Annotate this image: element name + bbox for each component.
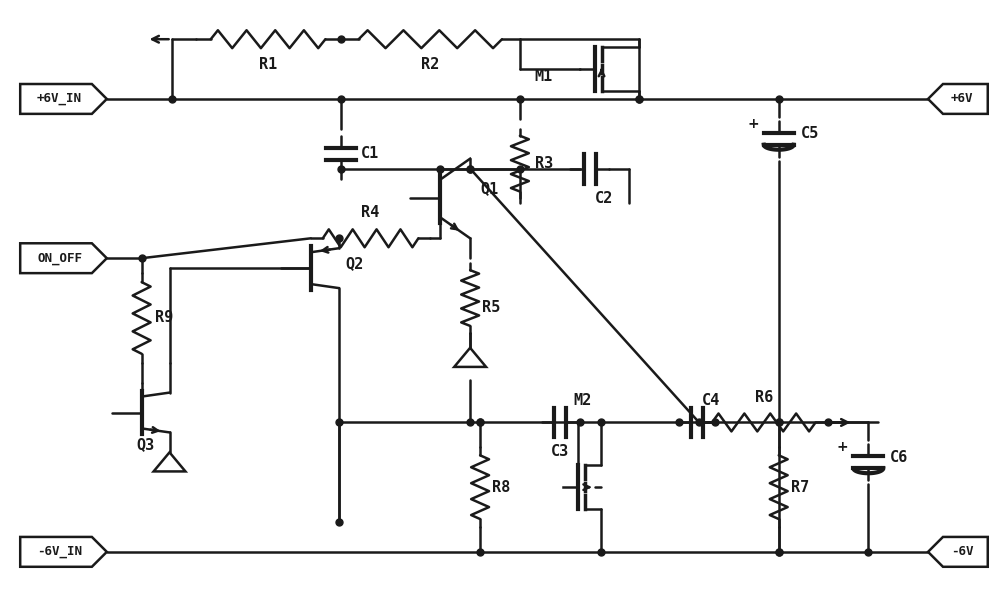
- Text: R4: R4: [361, 206, 380, 220]
- Text: M2: M2: [573, 393, 592, 407]
- Text: R3: R3: [535, 156, 553, 171]
- Text: R1: R1: [259, 57, 277, 72]
- Text: R8: R8: [492, 480, 510, 495]
- Text: R5: R5: [482, 300, 500, 316]
- Text: M1: M1: [535, 69, 553, 84]
- Text: C3: C3: [551, 444, 569, 460]
- Text: Q2: Q2: [346, 256, 364, 271]
- Text: +: +: [747, 117, 759, 131]
- Text: R6: R6: [755, 390, 773, 404]
- Text: +6V: +6V: [951, 92, 973, 105]
- Text: C4: C4: [702, 393, 720, 407]
- Text: ON_OFF: ON_OFF: [37, 252, 82, 264]
- Text: R7: R7: [791, 480, 809, 495]
- Text: +6V_IN: +6V_IN: [37, 92, 82, 105]
- Text: +: +: [837, 440, 848, 454]
- Text: C5: C5: [801, 126, 819, 141]
- Text: Q1: Q1: [480, 181, 498, 196]
- Text: Q3: Q3: [137, 437, 155, 452]
- Text: C1: C1: [361, 146, 379, 161]
- Text: -6V: -6V: [951, 545, 973, 558]
- Text: -6V_IN: -6V_IN: [37, 545, 82, 558]
- Text: R9: R9: [155, 311, 173, 325]
- Text: C6: C6: [890, 450, 908, 465]
- Text: C2: C2: [595, 190, 613, 206]
- Text: R2: R2: [421, 57, 439, 72]
